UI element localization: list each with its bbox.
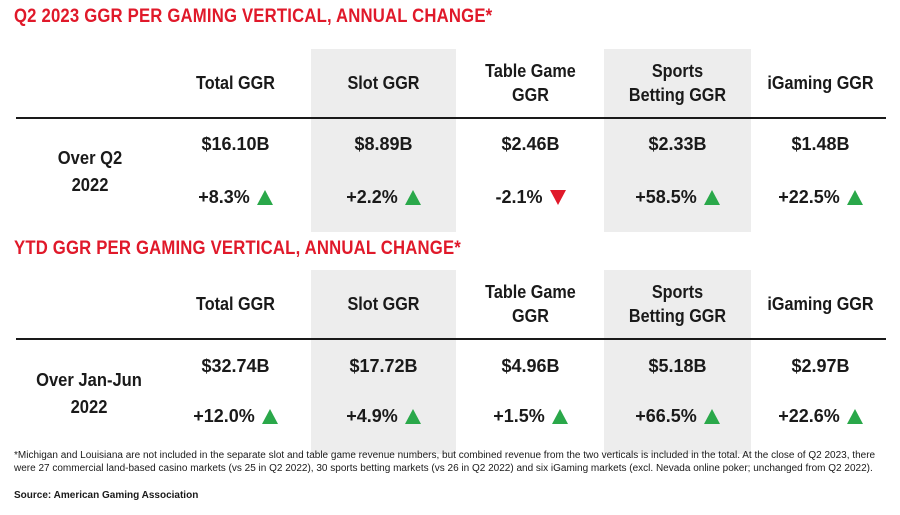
- triangle-up-icon: [404, 189, 421, 205]
- triangle-down-icon: [549, 189, 566, 205]
- change-slot-ggr: +4.9%: [311, 405, 456, 427]
- column-header: iGaming GGR: [767, 73, 874, 93]
- triangle-up-icon: [846, 189, 863, 205]
- change-sports-betting-ggr: +66.5%: [604, 405, 751, 427]
- column-header: Sports Betting GGR: [628, 61, 727, 105]
- column-header: Table Game GGR: [485, 61, 576, 105]
- column-header: Total GGR: [196, 73, 275, 93]
- shaded-column-sports: [604, 49, 751, 232]
- value-total-ggr: $32.74B: [201, 356, 270, 376]
- value-sports-betting-ggr: $5.18B: [648, 356, 707, 376]
- column-header: Total GGR: [196, 294, 275, 314]
- triangle-up-icon: [551, 408, 568, 424]
- header-rule: [16, 338, 886, 340]
- triangle-up-icon: [846, 408, 863, 424]
- triangle-up-icon: [261, 408, 278, 424]
- column-header: iGaming GGR: [767, 294, 874, 314]
- value-table-game-ggr: $4.96B: [501, 356, 560, 376]
- change-slot-ggr: +2.2%: [311, 186, 456, 208]
- shaded-column-sports: [604, 270, 751, 454]
- value-sports-betting-ggr: $2.33B: [648, 134, 707, 154]
- change-igaming-ggr: +22.5%: [753, 186, 888, 208]
- change-value: +58.5%: [635, 187, 697, 207]
- chart-title: YTD GGR PER GAMING VERTICAL, ANNUAL CHAN…: [14, 238, 461, 259]
- shaded-column-slot: [311, 270, 456, 454]
- value-slot-ggr: $8.89B: [354, 134, 413, 154]
- row-label: Over Jan-Jun 2022: [36, 370, 142, 417]
- value-igaming-ggr: $1.48B: [791, 134, 850, 154]
- triangle-up-icon: [404, 408, 421, 424]
- change-table-game-ggr: +1.5%: [458, 405, 603, 427]
- column-header: Slot GGR: [347, 294, 420, 314]
- change-value: +12.0%: [193, 406, 255, 426]
- change-value: -2.1%: [495, 187, 543, 207]
- triangle-up-icon: [703, 408, 720, 424]
- value-total-ggr: $16.10B: [201, 134, 270, 154]
- column-header: Slot GGR: [347, 73, 420, 93]
- column-header: Table Game GGR: [485, 282, 576, 326]
- triangle-up-icon: [256, 189, 273, 205]
- change-value: +1.5%: [493, 406, 545, 426]
- value-table-game-ggr: $2.46B: [501, 134, 560, 154]
- shaded-column-slot: [311, 49, 456, 232]
- header-rule: [16, 117, 886, 119]
- change-sports-betting-ggr: +58.5%: [604, 186, 751, 208]
- change-total-ggr: +8.3%: [163, 186, 308, 208]
- change-igaming-ggr: +22.6%: [753, 405, 888, 427]
- triangle-up-icon: [703, 189, 720, 205]
- value-igaming-ggr: $2.97B: [791, 356, 850, 376]
- row-label: Over Q2 2022: [57, 148, 123, 195]
- change-table-game-ggr: -2.1%: [458, 186, 603, 208]
- value-slot-ggr: $17.72B: [349, 356, 418, 376]
- change-value: +66.5%: [635, 406, 697, 426]
- source-note: Source: American Gaming Association: [14, 490, 199, 501]
- change-value: +2.2%: [346, 187, 398, 207]
- change-value: +22.6%: [778, 406, 840, 426]
- chart-title: Q2 2023 GGR PER GAMING VERTICAL, ANNUAL …: [14, 6, 493, 27]
- change-value: +4.9%: [346, 406, 398, 426]
- change-value: +8.3%: [198, 187, 250, 207]
- column-header: Sports Betting GGR: [628, 282, 727, 326]
- change-value: +22.5%: [778, 187, 840, 207]
- footnote: *Michigan and Louisiana are not included…: [14, 450, 876, 474]
- change-total-ggr: +12.0%: [163, 405, 308, 427]
